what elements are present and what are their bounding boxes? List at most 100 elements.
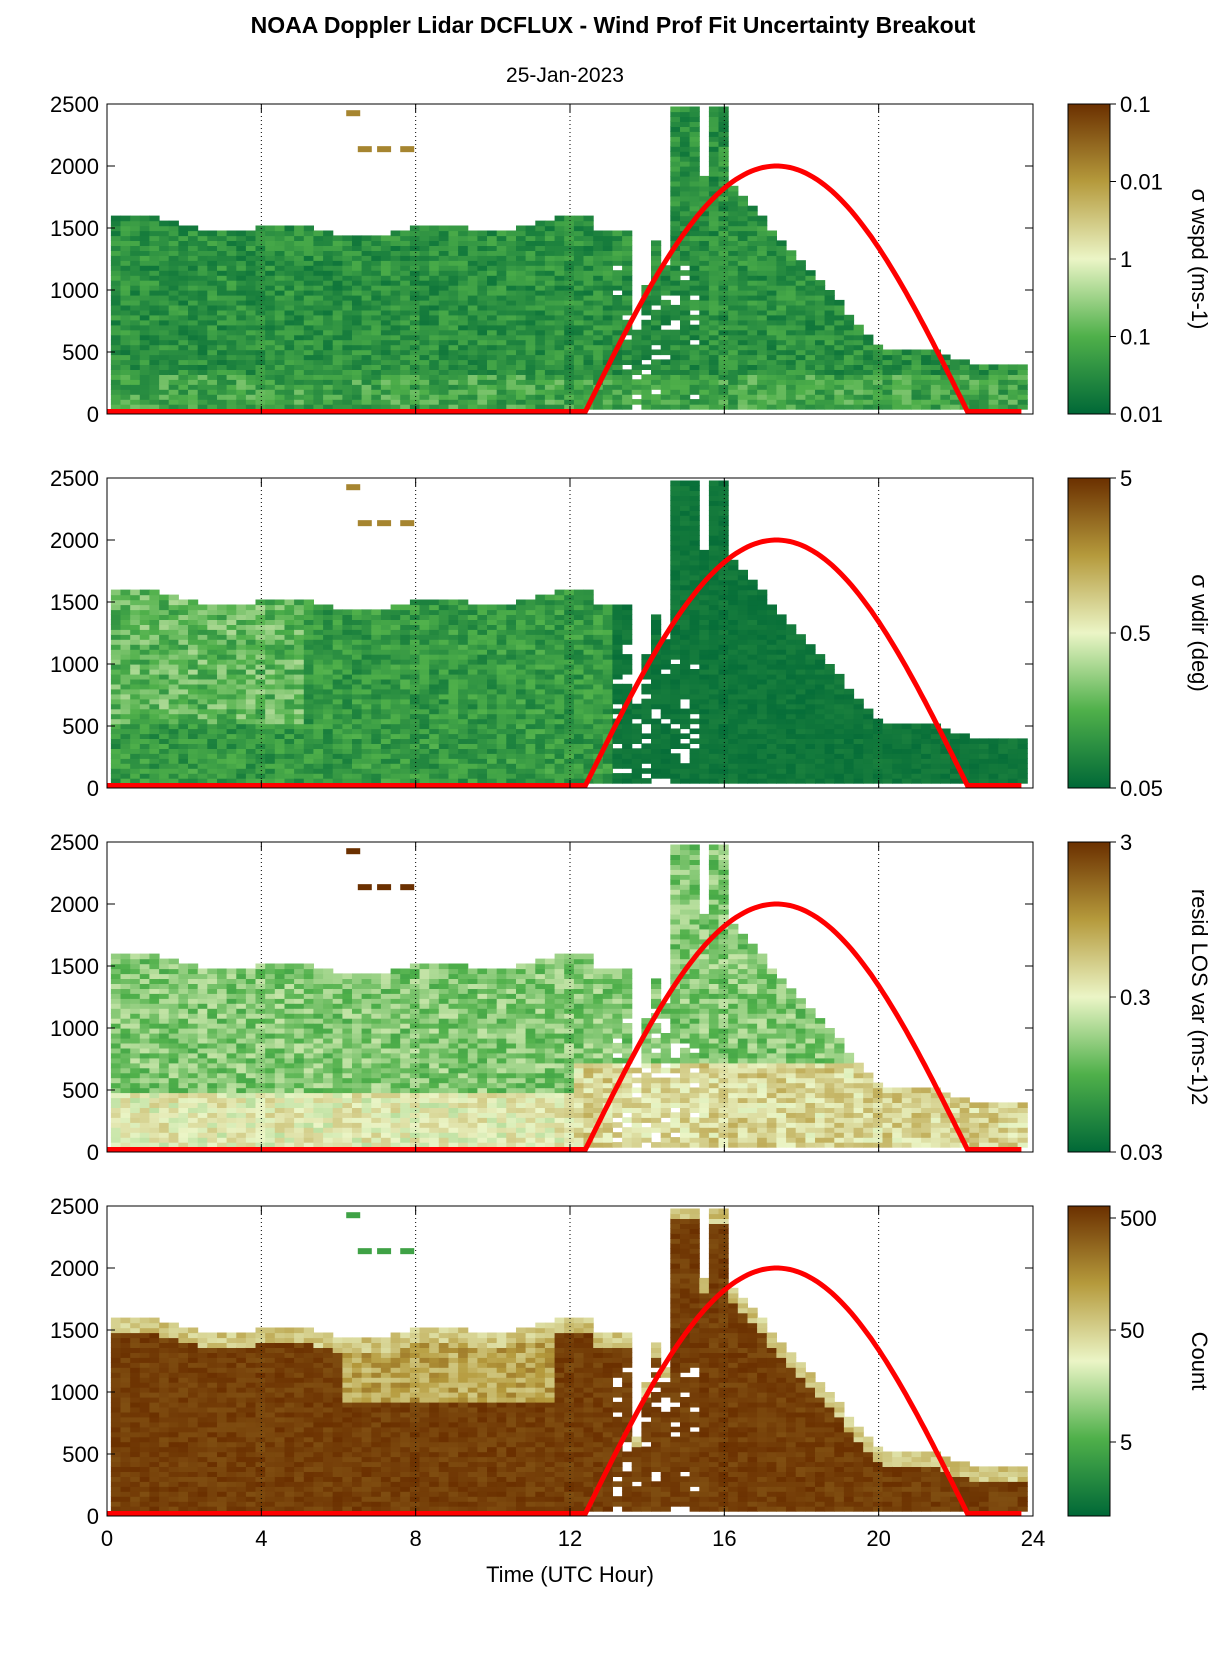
heatmap-cell: [950, 404, 961, 410]
heatmap-cell: [217, 285, 228, 291]
heatmap-cell: [815, 285, 826, 291]
heatmap-cell: [506, 778, 517, 784]
heatmap-cell: [342, 773, 353, 779]
heatmap-cell: [371, 334, 382, 341]
heatmap-cell: [708, 166, 720, 172]
heatmap-cell: [458, 629, 469, 635]
heatmap-cell: [265, 693, 276, 700]
heatmap-cell: [236, 614, 247, 620]
heatmap-cell: [217, 384, 228, 390]
heatmap-cell: [313, 673, 324, 680]
heatmap-cell: [882, 379, 893, 385]
heatmap-cell: [699, 339, 710, 346]
heatmap-cell: [274, 673, 285, 680]
heatmap-cell: [554, 250, 565, 256]
heatmap-cell: [120, 235, 131, 241]
heatmap-cell: [892, 369, 903, 375]
heatmap-cell: [438, 245, 449, 251]
heatmap-cell: [274, 290, 285, 296]
heatmap-cell: [168, 225, 179, 232]
heatmap-cell: [544, 384, 556, 390]
heatmap-cell: [593, 354, 604, 361]
heatmap-cell: [313, 644, 324, 650]
heatmap-cell: [245, 319, 257, 326]
heatmap-cell: [525, 678, 536, 685]
heatmap-cell: [168, 664, 179, 670]
heatmap-cell: [573, 594, 585, 601]
heatmap-cell: [255, 389, 266, 395]
heatmap-cell: [602, 349, 613, 356]
heatmap-cell: [168, 364, 179, 370]
heatmap-cell: [892, 364, 903, 370]
heatmap-cell: [120, 225, 131, 232]
heatmap-cell: [149, 299, 160, 306]
heatmap-cell: [265, 399, 276, 405]
heatmap-cell: [516, 693, 527, 700]
heatmap-cell: [843, 399, 855, 405]
heatmap-cell: [680, 349, 691, 356]
heatmap-cell: [429, 619, 440, 625]
heatmap-cell: [573, 260, 585, 266]
heatmap-cell: [149, 404, 160, 410]
heatmap-cell: [708, 121, 720, 127]
heatmap-cell: [236, 369, 247, 375]
heatmap-cell: [226, 245, 237, 251]
heatmap-cell: [708, 146, 720, 152]
heatmap-cell: [429, 394, 440, 400]
heatmap-cell: [284, 768, 295, 774]
heatmap-cell: [159, 614, 170, 620]
heatmap-cell: [487, 359, 498, 365]
heatmap-cell: [245, 748, 257, 754]
heatmap-cell: [487, 270, 498, 276]
heatmap-cell: [380, 743, 392, 749]
heatmap-cell: [689, 126, 700, 132]
heatmap-cell: [274, 688, 285, 695]
heatmap-cell: [487, 713, 498, 720]
heatmap-cell: [226, 768, 237, 774]
heatmap-cell: [554, 389, 565, 395]
heatmap-cell: [390, 319, 401, 326]
heatmap-cell: [487, 354, 498, 361]
heatmap-cell: [342, 299, 353, 306]
heatmap-cell: [352, 624, 363, 630]
heatmap-cell: [323, 349, 334, 356]
heatmap-cell: [448, 733, 459, 739]
heatmap-cell: [786, 270, 797, 276]
heatmap-cell: [544, 250, 556, 256]
heatmap-cell: [458, 314, 469, 321]
heatmap-cell: [612, 389, 623, 395]
heatmap-cell: [168, 235, 179, 241]
heatmap-cell: [380, 240, 392, 246]
y-tick-label: 2500: [50, 92, 99, 117]
heatmap-cell: [380, 733, 392, 739]
heatmap-cell: [467, 280, 478, 286]
heatmap-cell: [139, 399, 150, 405]
heatmap-cell: [477, 678, 488, 685]
heatmap-cell: [390, 309, 401, 316]
heatmap-cell: [737, 225, 748, 232]
heatmap-cell: [188, 733, 199, 739]
heatmap-cell: [940, 394, 951, 400]
heatmap-cell: [159, 748, 170, 754]
heatmap-cell: [188, 290, 199, 296]
heatmap-cell: [776, 285, 787, 291]
heatmap-cell: [217, 654, 228, 660]
heatmap-cell: [371, 688, 382, 695]
heatmap-cell: [853, 369, 864, 375]
heatmap-cell: [255, 634, 266, 640]
heatmap-cell: [795, 389, 806, 395]
heatmap-cell: [535, 394, 546, 400]
heatmap-cell: [843, 394, 855, 400]
heatmap-cell: [332, 319, 343, 326]
heatmap-cell: [361, 703, 372, 710]
heatmap-cell: [573, 748, 585, 754]
heatmap-cell: [303, 290, 314, 296]
heatmap-cell: [747, 220, 758, 227]
heatmap-cell: [207, 688, 218, 695]
heatmap-cell: [467, 604, 478, 611]
heatmap-cell: [834, 374, 845, 380]
heatmap-cell: [882, 384, 893, 390]
heatmap-cell: [834, 319, 845, 326]
heatmap-cell: [400, 240, 411, 246]
heatmap-cell: [178, 280, 189, 286]
